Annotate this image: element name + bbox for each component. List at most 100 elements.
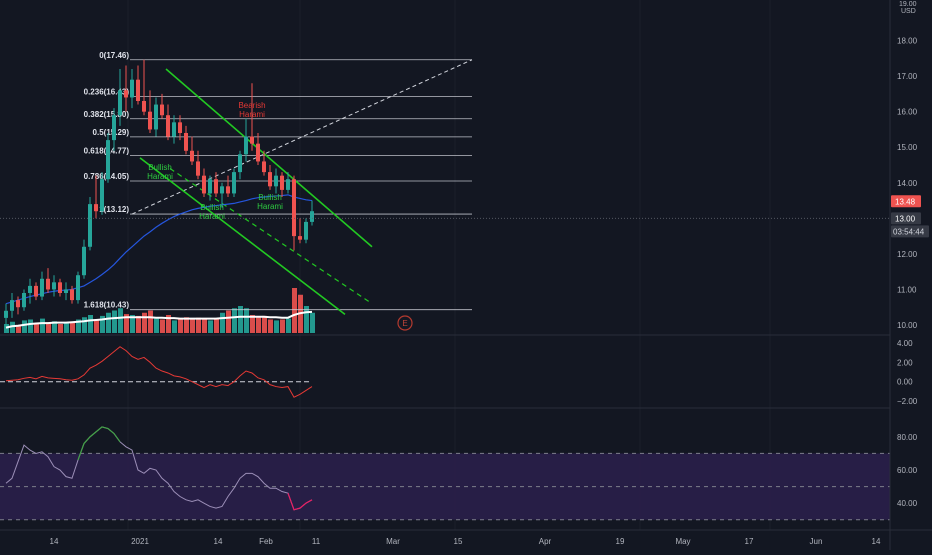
- candle-body[interactable]: [250, 136, 254, 144]
- candle-body[interactable]: [124, 90, 128, 98]
- candle-body[interactable]: [208, 179, 212, 194]
- fib-trend-line[interactable]: [131, 59, 473, 215]
- candle-body[interactable]: [202, 175, 206, 194]
- time-tick-label: Feb: [259, 537, 273, 546]
- candle-body[interactable]: [76, 275, 80, 301]
- fib-level-label: 0.382(15.80): [84, 110, 130, 119]
- candle-body[interactable]: [4, 310, 8, 318]
- volume-bar: [142, 312, 147, 333]
- candle-body[interactable]: [232, 172, 236, 194]
- earnings-marker-icon[interactable]: [397, 315, 413, 331]
- bearish-harami-label-line2: Harami: [239, 110, 265, 119]
- candle-body[interactable]: [10, 300, 14, 311]
- channel-upper-line[interactable]: [165, 68, 373, 248]
- candle-body[interactable]: [178, 122, 182, 133]
- bearish-harami-label-line1: Bearish: [238, 101, 265, 110]
- channel-lower-line[interactable]: [139, 157, 346, 315]
- candle-body[interactable]: [70, 289, 74, 301]
- volume-bar: [262, 315, 267, 333]
- candle-body[interactable]: [40, 278, 44, 297]
- volume-bar: [154, 318, 159, 333]
- volume-bar: [250, 315, 255, 333]
- candle-body[interactable]: [52, 282, 56, 290]
- candle-body[interactable]: [298, 236, 302, 240]
- candle-body[interactable]: [286, 179, 290, 190]
- candle-body[interactable]: [166, 115, 170, 137]
- bullish-harami-label-3-line2: Harami: [257, 202, 283, 211]
- volume-bar: [244, 308, 249, 333]
- price-tick-label: 10.00: [897, 321, 918, 330]
- candle-body[interactable]: [226, 186, 230, 194]
- candle-body[interactable]: [292, 179, 296, 237]
- candle-body[interactable]: [106, 140, 110, 180]
- volume-bar: [70, 321, 75, 333]
- rsi-band: [0, 452, 890, 521]
- candle-body[interactable]: [214, 179, 218, 194]
- candle-body[interactable]: [112, 115, 116, 141]
- indicator-lines: [0, 346, 313, 511]
- candle-body[interactable]: [238, 154, 242, 173]
- time-tick-label: Mar: [386, 537, 400, 546]
- candle-body[interactable]: [184, 133, 188, 151]
- candle-body[interactable]: [22, 293, 26, 308]
- volume-bar: [88, 315, 93, 333]
- countdown-label: 03:54:44: [893, 227, 925, 236]
- volume-bar: [268, 319, 273, 333]
- candles[interactable]: [4, 59, 314, 325]
- volume-bar: [232, 308, 237, 333]
- candle-body[interactable]: [16, 300, 20, 308]
- candle-body[interactable]: [130, 79, 134, 98]
- candle-body[interactable]: [148, 111, 152, 130]
- candle-body[interactable]: [256, 143, 260, 162]
- candle-body[interactable]: [142, 101, 146, 112]
- candle-body[interactable]: [196, 161, 200, 176]
- candle-body[interactable]: [304, 221, 308, 240]
- candle-body[interactable]: [280, 175, 284, 190]
- bullish-harami-label-2-line2: Harami: [199, 212, 225, 221]
- candle-body[interactable]: [154, 104, 158, 130]
- volume-bar: [28, 319, 33, 333]
- volume-bar: [196, 317, 201, 333]
- candle-body[interactable]: [172, 122, 176, 137]
- candle-body[interactable]: [58, 282, 62, 293]
- price-tick-label: 17.00: [897, 72, 918, 81]
- candle-body[interactable]: [274, 175, 278, 187]
- candle-body[interactable]: [220, 186, 224, 194]
- price-tick-label: 16.00: [897, 108, 918, 117]
- candle-body[interactable]: [118, 90, 122, 116]
- volume-bar: [184, 317, 189, 333]
- volume-bar: [226, 310, 231, 333]
- macd-line: [5, 346, 313, 398]
- countdown-badge[interactable]: [891, 225, 929, 238]
- candle-body[interactable]: [82, 246, 86, 276]
- candle-body[interactable]: [160, 104, 164, 116]
- current-price-badge[interactable]: [891, 195, 921, 208]
- bullish-harami-label-1-line2: Harami: [147, 172, 173, 181]
- candle-body[interactable]: [94, 204, 98, 212]
- candle-body[interactable]: [244, 136, 248, 155]
- volume-bar: [22, 320, 27, 333]
- candle-body[interactable]: [100, 179, 104, 212]
- pane-separators: [0, 334, 932, 531]
- volume-bar: [76, 319, 81, 333]
- candle-body[interactable]: [34, 285, 38, 297]
- candle-body[interactable]: [262, 161, 266, 173]
- crosshair-price-badge[interactable]: [891, 212, 921, 225]
- currency-label: USD: [901, 8, 916, 15]
- candle-body[interactable]: [190, 150, 194, 162]
- crosshair-price-label: 13.00: [895, 214, 916, 223]
- candle-body[interactable]: [88, 204, 92, 247]
- candle-body[interactable]: [28, 285, 32, 293]
- price-moving-average: [5, 194, 313, 305]
- candle-body[interactable]: [268, 172, 272, 187]
- time-tick-label: 14: [872, 537, 881, 546]
- candle-body[interactable]: [64, 289, 68, 293]
- price-tick-label: 18.00: [897, 37, 918, 46]
- candle-body[interactable]: [46, 278, 50, 290]
- candle-body[interactable]: [136, 79, 140, 101]
- candle-body[interactable]: [310, 211, 314, 222]
- bullish-harami-label-1-line1: Bullish: [148, 163, 172, 172]
